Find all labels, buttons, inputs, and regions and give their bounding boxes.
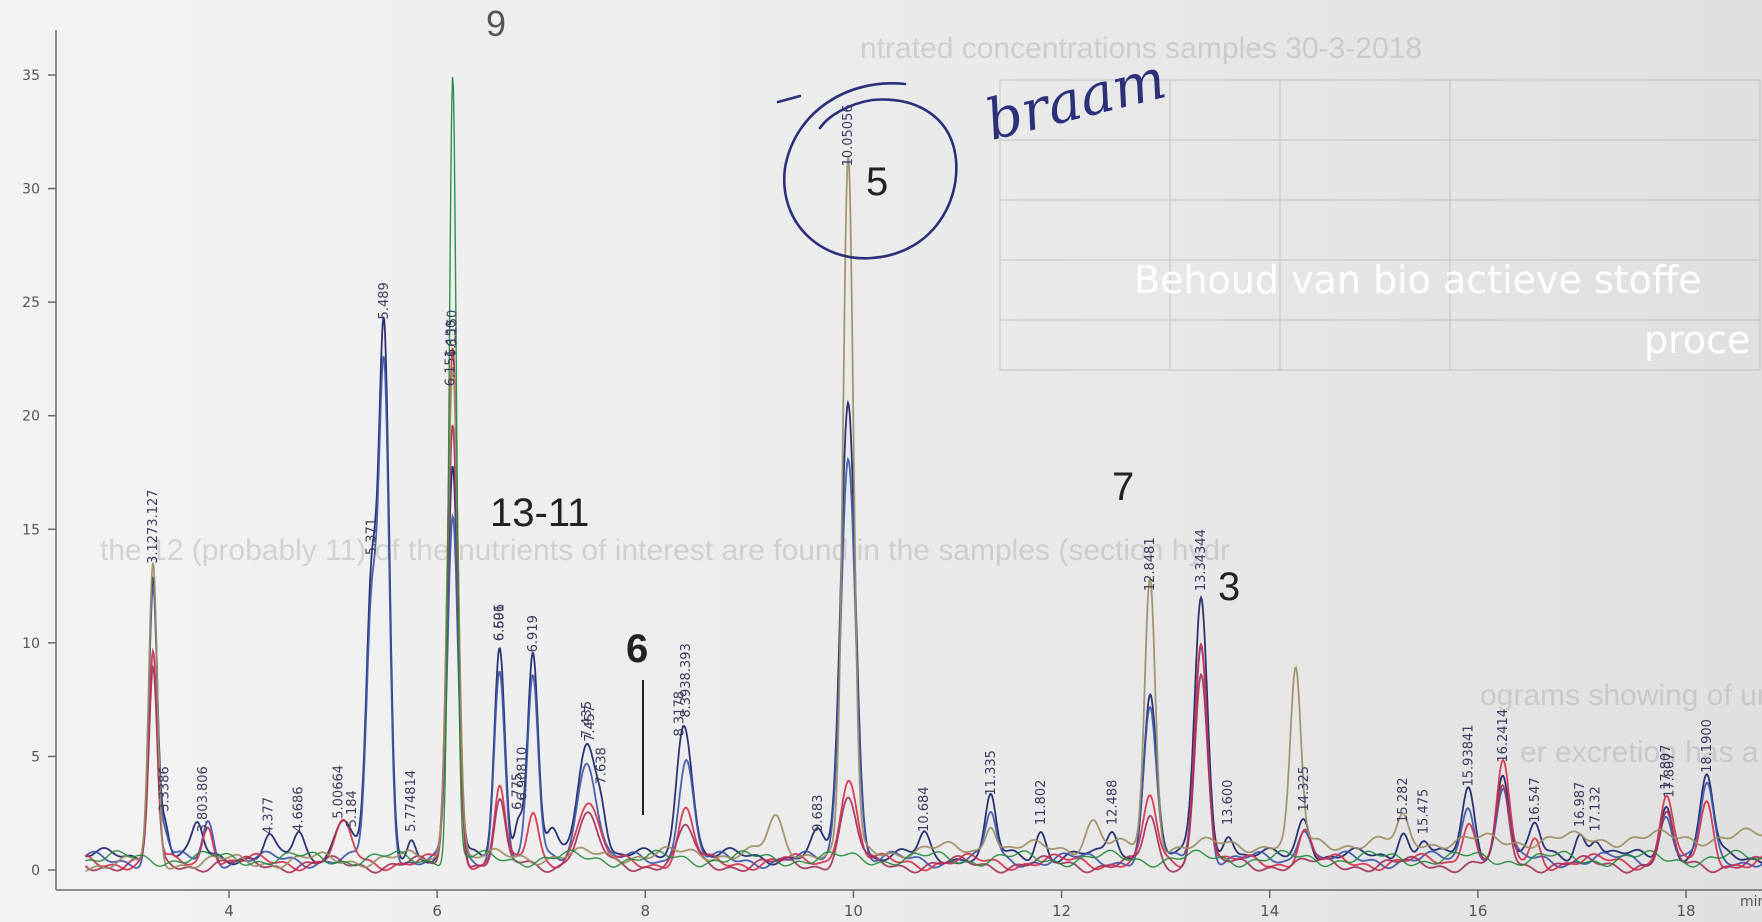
peak-retention-label: 13.34344 <box>1194 529 1209 591</box>
handwritten-annotation <box>776 81 958 260</box>
y-tick-label: 25 <box>22 295 40 311</box>
peak-retention-label: 5.184 <box>345 790 360 827</box>
peak-retention-label: 17.807 <box>1659 744 1674 790</box>
y-tick-label: 35 <box>22 68 40 84</box>
peak-retention-label: 5.00664 <box>331 765 346 819</box>
y-tick-label: 10 <box>22 636 40 652</box>
peak-retention-label: 16.987 <box>1573 782 1588 828</box>
peak-retention-label: 10.684 <box>917 786 932 832</box>
peak-retention-label: 6.90810 <box>515 747 530 801</box>
peak-retention-label: 12.8481 <box>1143 537 1158 591</box>
peak-retention-label: 13.600 <box>1221 780 1236 826</box>
peak-retention-label: 4.6686 <box>292 786 307 832</box>
peak-retention-label: 16.2414 <box>1496 709 1511 763</box>
bg-paragraph: er excretion has a higher amount of accu… <box>1520 736 1762 769</box>
peak-retention-label: 7.435 <box>580 701 595 738</box>
chromatogram-traces <box>84 76 1762 874</box>
bg-paragraph: the 12 (probably 11) of the nutrients of… <box>100 534 1230 567</box>
peak-retention-label: 6.775 <box>510 773 525 810</box>
peak-retention-label: 9.683 <box>811 795 826 832</box>
annotation-peak-5: 5 <box>866 160 888 204</box>
peak-retention-label: 16.547 <box>1528 777 1543 823</box>
peak-retention-label: 3.1273.127 <box>146 489 161 563</box>
chromatogram-trace <box>85 156 1762 872</box>
y-tick-label: 30 <box>22 182 40 198</box>
peak-retention-label: 3.803.806 <box>196 766 211 832</box>
peak-retention-label: 15.475 <box>1417 789 1432 835</box>
peak-retention-label: 6.919 <box>526 615 541 652</box>
bg-paragraph: ograms showing of unknown compounds that… <box>1480 679 1762 712</box>
peak-retention-label: 8.3938.393 <box>679 643 694 717</box>
peak-retention-label: 6.151 <box>444 349 459 386</box>
hand-drawn-tick <box>776 94 802 104</box>
peak-retention-label: 11.335 <box>984 750 999 796</box>
peak-retention-label: 6.596 <box>493 604 508 641</box>
peak-retention-label: 6.601 <box>493 604 508 641</box>
peak-retention-label: 7.457 <box>583 705 598 742</box>
annotation-peak-6: 6 <box>626 627 648 671</box>
peak-labels: 3.1273.127 3.3386 3.803.806 4.377 4.6686 5.00… <box>146 104 1715 834</box>
peak-annotations: 9 13-11 6 5 7 3 <box>486 3 1240 815</box>
overlay-title-line-2: proce <box>1644 318 1751 362</box>
y-tick-label: 15 <box>22 522 40 538</box>
y-tick-label: 20 <box>22 409 40 425</box>
peak-retention-label: 10.05056 <box>841 104 856 166</box>
peak-retention-label: 6.150 <box>446 310 461 347</box>
x-tick-label: 12 <box>1052 902 1071 920</box>
peak-retention-label: 5.489 <box>377 282 392 319</box>
peak-retention-label: 7.638 <box>595 747 610 784</box>
overlay-title-line-1: Behoud van bio actieve stoffe <box>1134 258 1702 302</box>
chromatogram-trace <box>85 76 1762 868</box>
peak-retention-label: 6.150 <box>445 320 460 357</box>
peak-retention-label: 17.807 <box>1662 752 1677 798</box>
bg-heading: ntrated concentrations samples 30-3-2018 <box>860 32 1422 65</box>
annotation-peak-7: 7 <box>1112 465 1134 509</box>
y-tick-label: 5 <box>31 749 40 765</box>
background-table <box>999 79 1761 371</box>
annotation-peak-13-11: 13-11 <box>490 491 589 535</box>
peak-retention-label: 18.1900 <box>1700 719 1715 773</box>
x-tick-label: 14 <box>1260 902 1279 920</box>
peak-retention-label: 12.488 <box>1106 780 1121 826</box>
peak-retention-label: 5.774814 <box>404 770 419 832</box>
x-tick-label: 6 <box>432 902 442 920</box>
peak-retention-label: 14.325 <box>1297 766 1312 812</box>
peak-retention-label: 11.802 <box>1034 780 1049 826</box>
x-tick-label: 8 <box>641 902 651 920</box>
peak-retention-label: 4.377 <box>262 797 277 834</box>
x-tick-label: 10 <box>844 902 863 920</box>
peak-retention-label: 17.132 <box>1588 786 1603 832</box>
peak-retention-label: 3.3386 <box>157 766 172 812</box>
peak-retention-label: 15.93841 <box>1461 724 1476 786</box>
x-axis-unit-label: min <box>1740 894 1762 910</box>
x-tick-label: 16 <box>1468 902 1487 920</box>
x-tick-label: 18 <box>1676 902 1695 920</box>
hand-drawn-circle <box>782 81 958 260</box>
peak-retention-label: 5.371 <box>365 518 380 555</box>
y-ticks: 0 5 10 15 20 25 30 35 <box>22 68 56 879</box>
background-document: ntrated concentrations samples 30-3-2018… <box>100 32 1762 769</box>
x-ticks: 4 6 8 10 12 14 16 18 <box>224 890 1696 920</box>
annotation-peak-3: 3 <box>1218 565 1240 609</box>
peak-retention-label: 15.282 <box>1396 777 1411 823</box>
peak-retention-label: 8.3178 <box>673 691 688 737</box>
y-tick-label: 0 <box>31 863 40 879</box>
annotation-peak-9: 9 <box>486 3 506 44</box>
x-tick-label: 4 <box>224 902 234 920</box>
